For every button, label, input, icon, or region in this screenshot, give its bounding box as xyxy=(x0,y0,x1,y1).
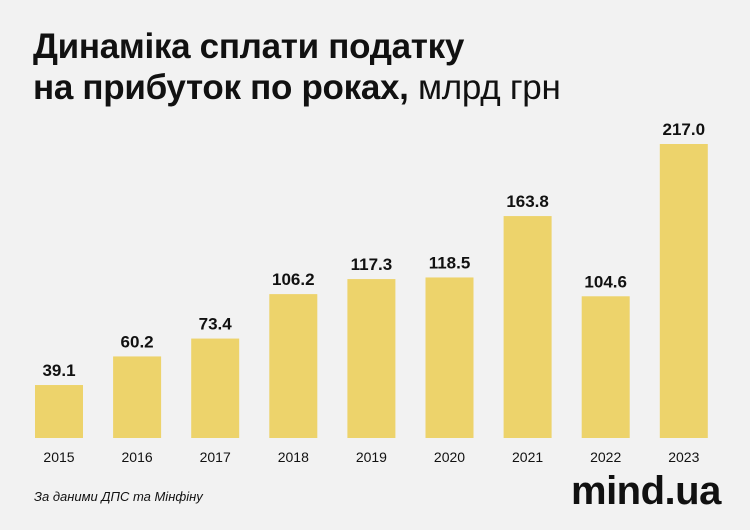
bar-2016 xyxy=(113,356,162,438)
bar-2015 xyxy=(35,385,83,438)
x-tick-label-2017: 2017 xyxy=(200,449,231,465)
data-label-2017: 73.4 xyxy=(199,315,233,334)
bar-2022 xyxy=(581,296,630,438)
data-label-2019: 117.3 xyxy=(351,255,393,274)
bar-2017 xyxy=(191,338,240,438)
x-tick-label-2015: 2015 xyxy=(43,449,74,465)
chart-title-line1: Динаміка сплати податку xyxy=(33,27,465,66)
data-label-2016: 60.2 xyxy=(121,332,154,351)
source-note: За даними ДПС та Мінфіну xyxy=(34,489,203,504)
chart-title-unit: млрд грн xyxy=(418,68,561,107)
x-tick-label-2016: 2016 xyxy=(122,449,153,465)
x-tick-label-2018: 2018 xyxy=(278,449,309,465)
x-tick-label-2020: 2020 xyxy=(434,449,465,465)
bar-2019 xyxy=(347,279,396,438)
brand-logo[interactable]: mind.ua xyxy=(571,469,721,513)
chart-title-line2-bold: на прибуток по роках, xyxy=(33,68,409,107)
bar-2021 xyxy=(503,216,552,438)
data-label-2020: 118.5 xyxy=(429,253,471,272)
data-label-2021: 163.8 xyxy=(506,192,549,211)
data-label-2023: 217.0 xyxy=(663,120,706,139)
x-tick-label-2021: 2021 xyxy=(512,449,543,465)
x-tick-label-2022: 2022 xyxy=(590,449,621,465)
bar-2018 xyxy=(269,294,318,438)
bar-2020 xyxy=(425,277,474,438)
x-tick-label-2019: 2019 xyxy=(356,449,387,465)
bar-2023 xyxy=(659,144,708,438)
data-label-2022: 104.6 xyxy=(584,272,627,291)
data-label-2018: 106.2 xyxy=(272,270,315,289)
x-tick-label-2023: 2023 xyxy=(668,449,699,465)
chart-title: Динаміка сплати податку на прибуток по р… xyxy=(33,26,561,108)
data-label-2015: 39.1 xyxy=(42,361,75,380)
chart-title-line2: на прибуток по роках, млрд грн xyxy=(33,67,561,108)
